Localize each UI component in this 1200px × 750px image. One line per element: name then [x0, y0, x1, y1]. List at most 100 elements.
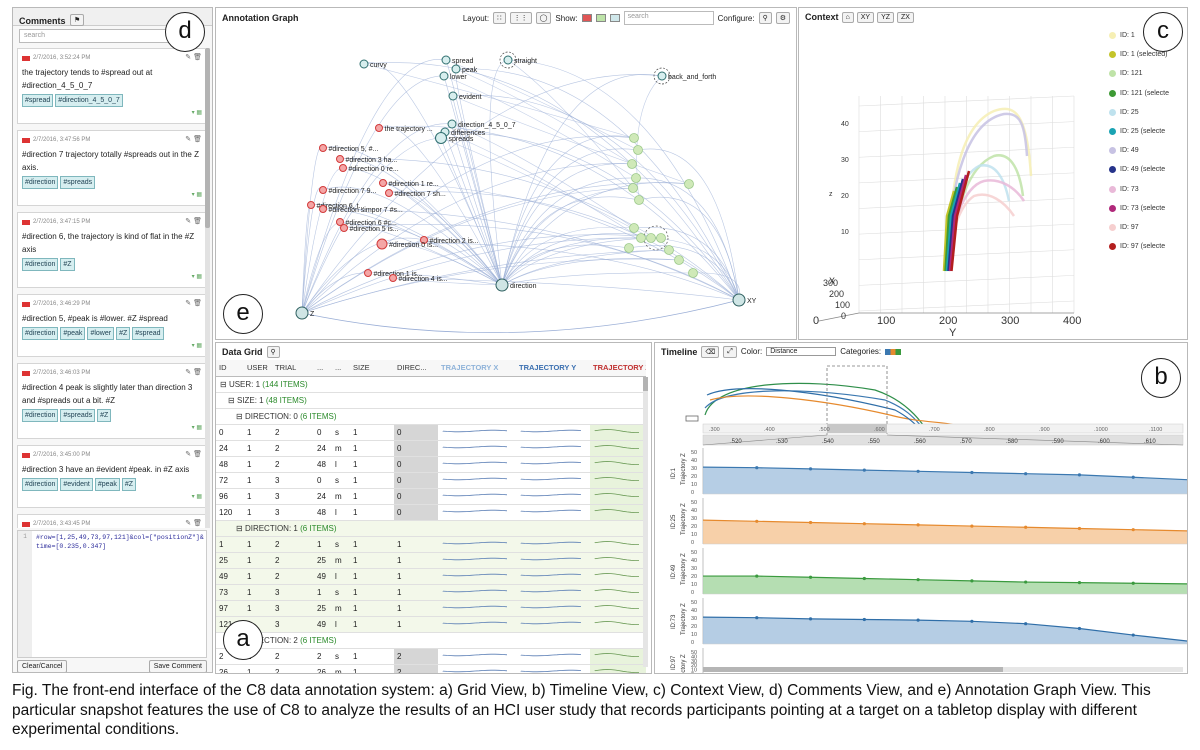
comment-tag[interactable]: #direction_4_5_0_7 — [55, 94, 123, 107]
comment-tag[interactable]: #evident — [60, 478, 93, 491]
grid-group-row[interactable]: ⊟ DIRECTION: 2 (6 ITEMS) — [216, 632, 646, 649]
grid-column-header[interactable]: ... — [332, 360, 350, 377]
grid-column-header[interactable]: TRAJECTORY Z — [590, 360, 646, 377]
color-select[interactable]: Distance — [766, 347, 837, 356]
grid-row[interactable]: 120 1 3 48 l 1 0 — [216, 504, 646, 521]
view-yz-button[interactable]: YZ — [877, 11, 895, 23]
comment-tag[interactable]: #Z — [116, 327, 131, 340]
comment-tag[interactable]: #Z — [97, 409, 112, 422]
grid-row[interactable]: 24 1 2 24 m 1 0 — [216, 440, 646, 457]
comment-tag[interactable]: #direction — [22, 176, 59, 189]
timeline-chart[interactable]: .300 .400 .500 .600 .700 .800 .900 .1000 .1100 .5… — [655, 360, 1188, 674]
comment-item[interactable]: 2/7/2016, 3:45:00 PM ✎ 🗑 #direction 3 have… — [17, 445, 207, 508]
grid-column-header[interactable]: DIREC... — [394, 360, 438, 377]
edit-delete-icons[interactable]: ✎ 🗑 — [185, 369, 202, 376]
edit-delete-icons[interactable]: ✎ 🗑 — [185, 54, 202, 61]
legend-item[interactable]: ID: 1 (selected) — [1109, 45, 1187, 64]
eraser-icon[interactable]: ⌫ — [701, 345, 720, 358]
grid-row[interactable]: 96 1 3 24 m 1 0 — [216, 488, 646, 505]
grid-column-header[interactable]: TRAJECTORY Y — [516, 360, 590, 377]
grid-column-header[interactable]: TRAJECTORY X — [438, 360, 516, 377]
comment-tag[interactable]: #Z — [121, 478, 137, 491]
comment-item[interactable]: 2/7/2016, 3:43:45 PM✎ 🗑#direction 2 more… — [17, 514, 207, 528]
legend-item[interactable]: ID: 1 — [1109, 26, 1187, 45]
comment-footer-icons[interactable]: ▾ ▦ — [191, 110, 202, 116]
grid-column-header[interactable]: ... — [314, 360, 332, 377]
view-xy-button[interactable]: XY — [856, 11, 875, 23]
edit-delete-icons[interactable]: ✎ 🗑 — [185, 451, 202, 458]
grid-group-row[interactable]: ⊟ SIZE: 1 (48 ITEMS) — [216, 392, 646, 409]
legend-item[interactable]: ID: 25 (selecte — [1109, 122, 1187, 141]
grid-row[interactable]: 26 1 2 26 m 1 2 — [216, 664, 646, 673]
comment-tag[interactable]: #spread — [22, 94, 54, 107]
graph-search-input[interactable]: search — [623, 11, 714, 25]
grid-column-header[interactable]: SIZE — [350, 360, 394, 377]
grid-row[interactable]: 2122s12 — [216, 648, 646, 665]
search-icon[interactable]: ⚲ — [266, 345, 280, 358]
grid-group-row[interactable]: ⊟ USER: 1 (144 ITEMS) — [216, 376, 646, 393]
save-comment-button[interactable]: Save Comment — [148, 660, 207, 672]
comment-footer-icons[interactable]: ▾ ▦ — [191, 425, 202, 431]
grid-group-row[interactable]: ⊟ DIRECTION: 0 (6 ITEMS) — [216, 408, 646, 425]
editor-code[interactable]: #row=[1,25,49,73,97,121]&col=["positionZ… — [36, 534, 204, 550]
comment-tag[interactable]: #lower — [87, 327, 115, 340]
show-tags-toggle[interactable] — [609, 14, 620, 22]
view-zx-button[interactable]: ZX — [897, 11, 914, 23]
grid-column-header[interactable]: TRIAL — [272, 360, 314, 377]
legend-item[interactable]: ID: 121 (selecte — [1109, 84, 1187, 103]
comments-search-input[interactable]: search — [19, 29, 202, 43]
comment-tag[interactable]: #spreads — [60, 176, 96, 189]
show-comments-toggle[interactable] — [581, 14, 592, 22]
edit-delete-icons[interactable]: ✎ 🗑 — [185, 300, 202, 307]
legend-item[interactable]: ID: 25 — [1109, 103, 1187, 122]
comment-footer-icons[interactable]: ▾ ▦ — [191, 343, 202, 349]
grid-row[interactable]: 72 1 3 0 s 1 0 — [216, 472, 646, 489]
grid-column-header[interactable]: ID — [216, 360, 244, 377]
tag-icon[interactable]: ⚑ — [69, 13, 85, 26]
clear-cancel-button[interactable]: Clear/Cancel — [17, 660, 68, 672]
comment-tag[interactable]: #spreads — [60, 409, 96, 422]
comment-item[interactable]: 2/7/2016, 3:46:03 PM ✎ 🗑 #direction 4 peak… — [17, 363, 207, 439]
show-data-toggle[interactable] — [595, 14, 606, 22]
comment-tag[interactable]: #peak — [94, 478, 120, 491]
comment-footer-icons[interactable]: ▾ ▦ — [191, 494, 202, 500]
grid-layout-icon[interactable]: ⋮⋮ — [509, 12, 532, 24]
comment-item[interactable]: 2/7/2016, 3:46:29 PM ✎ 🗑 #direction 5, #pe… — [17, 294, 207, 357]
comment-tag[interactable]: #direction — [22, 409, 59, 422]
category-swatches[interactable] — [885, 348, 902, 355]
circle-layout-icon[interactable]: ◯ — [535, 12, 552, 24]
force-layout-icon[interactable]: ∷ — [493, 12, 506, 24]
grid-row[interactable]: 49 1 2 49 l 1 1 — [216, 568, 646, 585]
expand-icon[interactable]: ⤢ — [723, 345, 737, 358]
pin-icon[interactable]: ⚲ — [758, 12, 772, 24]
legend-item[interactable]: ID: 121 — [1109, 64, 1187, 83]
legend-item[interactable]: ID: 49 — [1109, 141, 1187, 160]
comments-scrollbar[interactable] — [205, 48, 210, 528]
comment-item[interactable]: 2/7/2016, 3:47:15 PM ✎ 🗑 #direction 6, the… — [17, 212, 207, 288]
query-editor[interactable]: 1 #row=[1,25,49,73,97,121]&col=["positio… — [17, 530, 207, 658]
comment-tag[interactable]: #direction — [22, 258, 59, 271]
grid-row[interactable]: 1211349l11 — [216, 616, 646, 633]
comment-tag[interactable]: #Z — [60, 258, 75, 271]
comment-tag[interactable]: #peak — [60, 327, 86, 340]
edit-delete-icons[interactable]: ✎ 🗑 — [185, 218, 202, 225]
grid-column-header[interactable]: USER — [244, 360, 272, 377]
grid-row[interactable]: 48 1 2 48 l 1 0 — [216, 456, 646, 473]
gear-icon[interactable]: ⚙ — [775, 12, 790, 24]
legend-item[interactable]: ID: 97 (selecte — [1109, 237, 1187, 256]
legend-item[interactable]: ID: 97 — [1109, 218, 1187, 237]
comment-tag[interactable]: #direction — [22, 327, 59, 340]
grid-row[interactable]: 25 1 2 25 m 1 1 — [216, 552, 646, 569]
grid-row[interactable]: 73 1 3 1 s 1 1 — [216, 584, 646, 601]
legend-item[interactable]: ID: 73 (selecte — [1109, 199, 1187, 218]
edit-delete-icons[interactable]: ✎ 🗑 — [185, 136, 202, 143]
grid-row[interactable]: 97 1 3 25 m 1 1 — [216, 600, 646, 617]
comment-tag[interactable]: #direction — [22, 478, 59, 491]
edit-delete-icons[interactable]: ✎ 🗑 — [185, 520, 202, 527]
home-icon[interactable]: ⌂ — [841, 11, 854, 23]
comment-item[interactable]: 2/7/2016, 3:52:24 PM ✎ 🗑 the trajectory te… — [17, 48, 207, 124]
comment-item[interactable]: 2/7/2016, 3:47:56 PM ✎ 🗑 #direction 7 traj… — [17, 130, 207, 206]
